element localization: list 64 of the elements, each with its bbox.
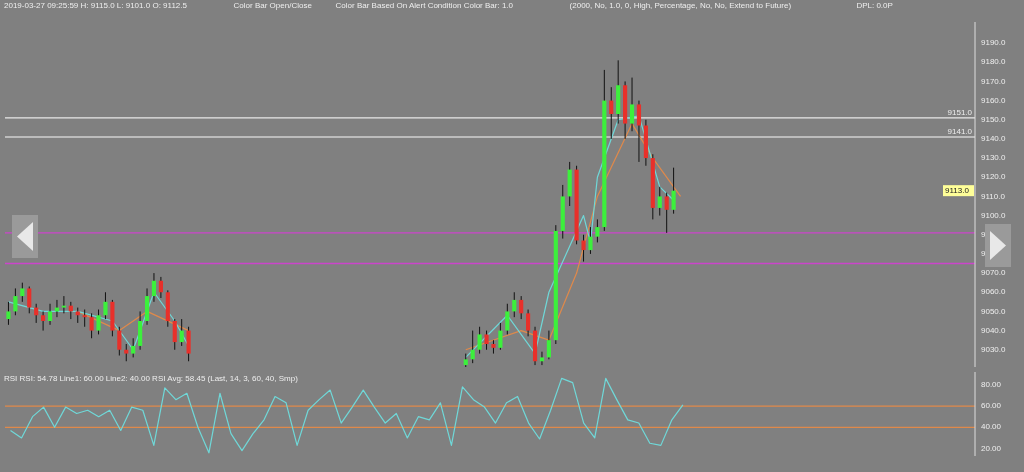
candlestick <box>172 318 177 351</box>
y-tick-label: 9040.0 <box>981 325 1007 335</box>
candlestick <box>609 86 614 140</box>
y-tick-label: 9170.0 <box>981 76 1007 86</box>
candlestick <box>484 330 489 351</box>
y-tick-label: 80.00 <box>981 379 1002 389</box>
candlestick <box>498 322 503 351</box>
candlestick <box>158 276 163 299</box>
y-tick-label: 9060.0 <box>981 287 1007 297</box>
ref-line-label: 9141.0 <box>947 127 973 136</box>
candlestick <box>546 330 551 360</box>
candlestick <box>96 309 101 335</box>
candlestick <box>671 167 676 215</box>
candlestick <box>6 301 11 326</box>
y-tick-label: 40.00 <box>981 422 1002 432</box>
y-tick-label: 20.00 <box>981 443 1002 453</box>
y-tick-label: 60.00 <box>981 401 1002 411</box>
y-tick-label: 9110.0 <box>981 191 1006 201</box>
y-tick-label: 9130.0 <box>981 153 1007 163</box>
candlestick <box>179 318 184 347</box>
candlestick <box>581 234 586 263</box>
candlestick <box>13 287 18 316</box>
candlestick <box>89 312 94 339</box>
y-tick-label: 9160.0 <box>981 95 1007 105</box>
candlestick <box>664 192 669 234</box>
candlestick <box>595 218 600 243</box>
y-tick-label: 9190.0 <box>981 38 1007 48</box>
text: 2019-03-27 09:25:59 H: 9115.0 L: 9101.0 O: 9112.5 <box>4 1 188 11</box>
candlestick <box>20 282 25 303</box>
candlestick <box>27 286 32 314</box>
text: (2000, No, 1.0, 0, High, Percentage, No, No, Extend to Future) <box>569 1 792 11</box>
y-tick-label: 9140.0 <box>981 134 1007 144</box>
candlestick <box>636 100 642 163</box>
y-tick-label: 9050.0 <box>981 306 1007 316</box>
y-tick-label: 9180.0 <box>981 57 1007 67</box>
ref-line-label: 9151.0 <box>947 107 973 117</box>
candlestick <box>519 295 524 320</box>
candlestick <box>151 272 157 303</box>
candlestick <box>588 226 593 255</box>
candlestick <box>629 77 635 132</box>
candlestick <box>657 186 662 217</box>
annotation: 9113.0 <box>945 185 970 195</box>
y-tick-label: 9070.0 <box>981 268 1007 278</box>
candlestick <box>477 326 482 355</box>
candlestick <box>512 291 517 318</box>
candlestick <box>505 303 510 335</box>
candlestick <box>41 310 46 332</box>
text: Color Bar Based On Alert Condition Color Bar: 1.0 <box>335 1 514 11</box>
y-tick-label: 9100.0 <box>981 210 1007 220</box>
y-tick-label: 9120.0 <box>981 172 1007 182</box>
text: DPL: 0.0P <box>856 1 893 11</box>
candlestick <box>131 337 136 358</box>
candlestick <box>539 351 545 366</box>
y-tick-label: 9030.0 <box>981 344 1007 354</box>
candlestick <box>470 330 475 364</box>
candlestick <box>103 291 108 320</box>
candlestick <box>526 309 531 337</box>
candlestick <box>186 326 191 362</box>
candlestick <box>47 303 53 326</box>
y-tick-label: 9150.0 <box>981 114 1007 124</box>
text: Color Bar Open/Close <box>233 1 313 11</box>
annotation: RSI RSI: 54.78 Line1: 60.00 Line2: 40.00 RSI Avg: 58.45 (Last, 14, 3, 60, 40, Smp) <box>4 374 299 384</box>
candlestick <box>117 326 122 356</box>
candlestick <box>61 295 66 314</box>
